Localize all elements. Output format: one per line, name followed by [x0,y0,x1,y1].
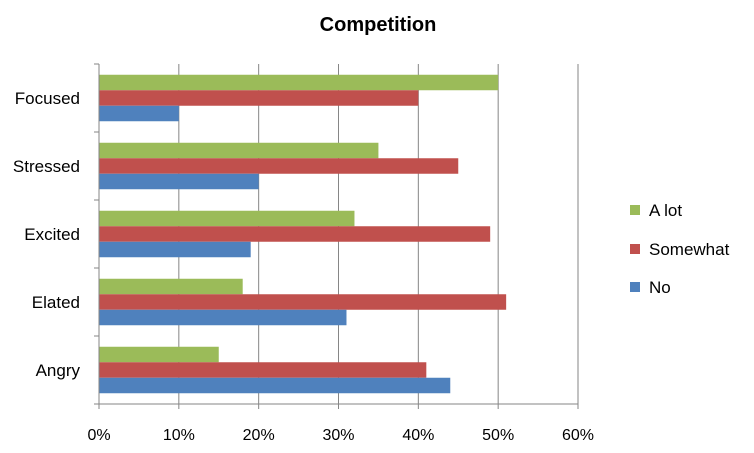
legend-label: A lot [649,201,682,220]
legend: A lot Somewhat No [630,201,730,297]
x-tick-label: 40% [402,427,434,444]
bar-a-lot-focused [99,74,499,91]
bar-somewhat-focused [99,90,419,106]
legend-label: No [649,278,671,297]
bar-no-elated [99,309,347,326]
x-tick-label: 10% [163,427,195,444]
category-label: Stressed [13,157,80,176]
bar-no-focused [99,105,179,122]
category-label: Angry [36,361,81,380]
bar-no-stressed [99,173,259,190]
legend-swatch [630,205,640,215]
bar-a-lot-excited [99,210,355,227]
bar-a-lot-stressed [99,142,379,159]
bar-somewhat-excited [99,226,491,242]
legend-label: Somewhat [649,240,730,259]
x-tick-label: 20% [243,427,275,444]
legend-swatch [630,282,640,292]
chart-title: Competition [320,14,437,36]
bar-somewhat-elated [99,294,507,310]
bar-no-angry [99,377,451,394]
x-tick-label: 0% [87,427,110,444]
x-tick-labels: 0% 10% 20% 30% 40% 50% 60% [87,427,594,444]
bar-no-excited [99,241,251,258]
category-label: Elated [32,293,80,312]
category-labels: Focused Stressed Excited Elated Angry [13,89,81,380]
bar-a-lot-elated [99,278,243,295]
x-tick-label: 50% [482,427,514,444]
bar-somewhat-stressed [99,158,459,174]
bar-a-lot-angry [99,346,219,363]
legend-swatch [630,244,640,254]
bar-somewhat-angry [99,362,427,378]
x-tick-label: 60% [562,427,594,444]
axes [94,63,579,409]
x-tick-label: 30% [322,427,354,444]
bars [99,74,507,394]
category-label: Excited [24,225,80,244]
category-label: Focused [15,89,80,108]
